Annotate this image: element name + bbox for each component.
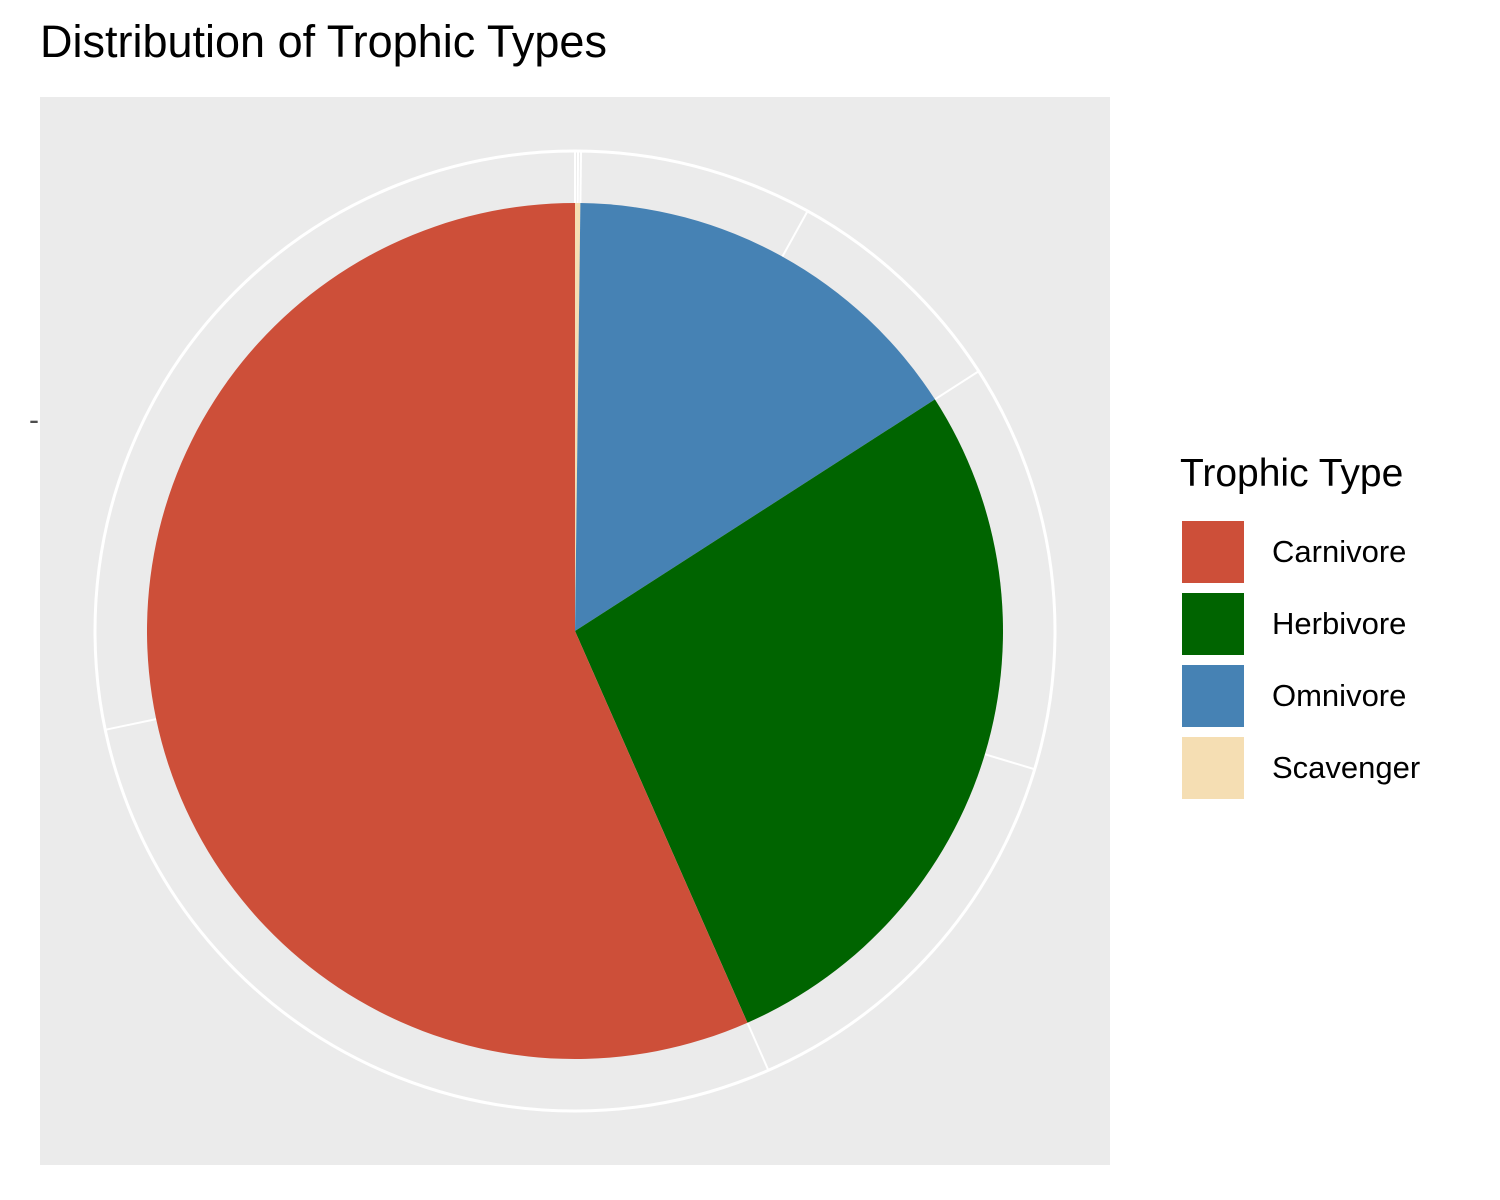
- pie-slice-carnivore: [146, 203, 748, 1059]
- legend: Trophic Type Carnivore Herbivore Omnivor…: [1180, 452, 1420, 804]
- chart-title: Distribution of Trophic Types: [40, 16, 607, 67]
- legend-key-carnivore: [1180, 519, 1246, 585]
- legend-title: Trophic Type: [1180, 452, 1404, 495]
- pie-slice-herbivore: [575, 399, 1003, 1023]
- legend-item-carnivore: Carnivore: [1180, 516, 1420, 588]
- pie-slice-omnivore: [575, 203, 935, 631]
- legend-key-omnivore: [1180, 663, 1246, 729]
- legend-label-omnivore: Omnivore: [1272, 678, 1407, 713]
- legend-label-scavenger: Scavenger: [1272, 750, 1421, 785]
- pie-slice-scavenger: [575, 203, 581, 631]
- slice-layer: [146, 203, 1003, 1059]
- legend-item-herbivore: Herbivore: [1180, 588, 1420, 660]
- legend-label-herbivore: Herbivore: [1272, 606, 1407, 641]
- legend-key-herbivore: [1180, 591, 1246, 657]
- y-axis-tick-label: -: [29, 404, 39, 437]
- legend-label-carnivore: Carnivore: [1272, 534, 1407, 569]
- legend-item-omnivore: Omnivore: [1180, 660, 1420, 732]
- legend-key-scavenger: [1180, 735, 1246, 801]
- legend-item-scavenger: Scavenger: [1180, 732, 1420, 804]
